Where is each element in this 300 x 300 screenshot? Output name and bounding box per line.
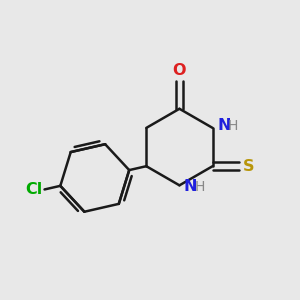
Text: N: N: [184, 179, 197, 194]
Text: S: S: [243, 157, 255, 175]
Text: Cl: Cl: [25, 182, 42, 197]
Text: H: H: [227, 118, 238, 133]
Text: H: H: [194, 180, 205, 194]
Text: O: O: [173, 63, 186, 78]
Text: S: S: [243, 159, 254, 174]
Text: O: O: [172, 58, 187, 76]
Text: N: N: [217, 118, 230, 133]
